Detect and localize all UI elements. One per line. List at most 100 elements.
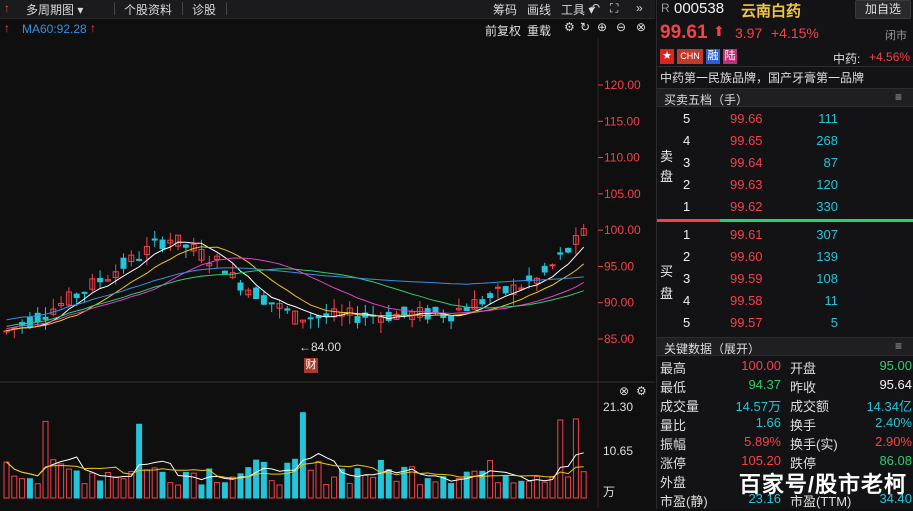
close-icon[interactable]: ⊗ (636, 20, 647, 34)
kline-chart-area[interactable]: 120.00 115.00 110.00 105.00 100.00 95.00 90.00… (0, 38, 655, 508)
fullscreen-icon[interactable]: ⛶ (610, 1, 619, 15)
price-tick-label: 85.00 (604, 332, 634, 346)
volume-bar (518, 480, 525, 499)
volume-bar (284, 462, 291, 499)
keydata-row: 最高 100.00 开盘 95.00 (657, 356, 913, 376)
candle-body (89, 278, 96, 290)
candle-body (73, 293, 80, 299)
order-volume: 11 (824, 293, 839, 308)
keydata-value: 94.37 (748, 377, 781, 392)
orderbook-header[interactable]: 买卖五档（手） ≡ (657, 88, 913, 107)
volume-bar (401, 466, 408, 499)
price-tick-label: 105.00 (604, 187, 641, 201)
menu-icon[interactable]: ≡ (895, 339, 903, 353)
order-volume: 139 (816, 249, 838, 264)
order-price: 99.62 (730, 199, 763, 214)
candle-body (214, 255, 221, 260)
period-selector[interactable]: 多周期图 ▾ (26, 3, 84, 17)
volume-bar (19, 478, 26, 499)
price-change-pct: +4.15% (771, 25, 819, 41)
keydata-label: 昨收 (790, 380, 817, 395)
ask-row-4[interactable]: 4 99.65 268 (657, 130, 913, 152)
draw-line-button[interactable]: 画线 (527, 3, 552, 17)
volume-bar (3, 461, 10, 499)
candle-body (455, 307, 462, 311)
finance-badge[interactable]: 财 (304, 358, 318, 373)
volume-tick-label: 万 (603, 485, 615, 499)
candle-body (229, 272, 236, 278)
up-arrow-icon: ↑ (4, 1, 10, 15)
bid-row-5[interactable]: 5 99.57 5 (657, 312, 913, 334)
ask-row-5[interactable]: 5 99.66 111 (657, 108, 913, 130)
ask-row-3[interactable]: 3 99.64 87 (657, 152, 913, 174)
candle-body (385, 311, 392, 321)
volume-bar (494, 482, 501, 499)
volume-bar (541, 481, 548, 499)
stock-info-button[interactable]: 个股资料 (124, 3, 173, 17)
collapse-panel-icon[interactable]: » (636, 1, 643, 15)
candle-body (206, 263, 213, 267)
order-volume: 5 (830, 315, 838, 330)
price-tick-label: 90.00 (604, 296, 634, 310)
keydata-value: 105.20 (741, 453, 781, 468)
settings-icon[interactable]: ⚙ (564, 20, 575, 34)
bid-row-1[interactable]: 1 99.61 307 (657, 224, 913, 246)
keydata-value: 100.00 (741, 358, 781, 373)
candle-body (198, 249, 205, 261)
add-watchlist-button[interactable]: 加自选 (855, 0, 911, 19)
sector-label[interactable]: 中药: (833, 52, 861, 66)
volume-bar (299, 412, 306, 499)
volume-bar (448, 483, 455, 499)
chn-badge: CHN (677, 49, 703, 64)
candle-body (237, 282, 244, 291)
chips-button[interactable]: 筹码 (493, 3, 518, 17)
candle-body (541, 265, 548, 273)
volume-bar (229, 476, 236, 499)
level: 3 (683, 155, 691, 170)
volume-bar (370, 476, 377, 499)
ask-row-1[interactable]: 1 99.62 330 (657, 196, 913, 218)
order-price: 99.64 (730, 155, 763, 170)
bid-row-3[interactable]: 3 99.59 108 (657, 268, 913, 290)
candle-body (354, 316, 361, 323)
price-tick-label: 95.00 (604, 259, 634, 273)
volume-bar (526, 480, 533, 499)
volume-tick-label: 10.65 (603, 444, 633, 458)
candle-body (315, 315, 322, 319)
zoom-in-icon[interactable]: ⊕ (597, 20, 608, 34)
order-volume: 108 (816, 271, 838, 286)
zoom-out-icon[interactable]: ⊖ (616, 20, 627, 34)
volume-bar (245, 467, 252, 499)
quote-panel: R 000538 云南白药 加自选 99.61 ⬆ 3.97 +4.15% 闭市… (656, 0, 913, 509)
keydata-header[interactable]: 关键数据（展开） ≡ (657, 337, 913, 356)
volume-bar (338, 468, 345, 499)
price-tick-label: 100.00 (604, 223, 641, 237)
menu-icon[interactable]: ≡ (895, 90, 903, 104)
close-volume-icon[interactable]: ⊗ (619, 384, 630, 398)
bid-row-4[interactable]: 4 99.58 11 (657, 290, 913, 312)
volume-bar (354, 468, 361, 499)
volume-bar (393, 480, 400, 499)
keydata-row: 成交量 14.57万 成交额 14.34亿 (657, 394, 913, 414)
keydata-value: 2.90% (875, 434, 912, 449)
order-price: 99.60 (730, 249, 763, 264)
ma60-label: MA60:92.28 (22, 22, 87, 36)
overlay-button[interactable]: 重载 (527, 24, 552, 38)
refresh-icon[interactable]: ↻ (580, 20, 591, 34)
volume-tick-label: 21.30 (603, 400, 633, 414)
level: 5 (683, 315, 691, 330)
volume-bar (198, 484, 205, 499)
price-up-icon: ⬆ (713, 23, 725, 39)
tools-menu[interactable]: 工具 ▾ (561, 3, 595, 17)
adjust-button[interactable]: 前复权 (485, 24, 522, 38)
order-price: 99.66 (730, 111, 763, 126)
undo-icon[interactable]: ↶ (590, 1, 601, 15)
bid-row-2[interactable]: 2 99.60 139 (657, 246, 913, 268)
ask-row-2[interactable]: 2 99.63 120 (657, 174, 913, 196)
ma60-line (6, 267, 584, 321)
volume-settings-icon[interactable]: ⚙ (636, 384, 647, 398)
order-price: 99.58 (730, 293, 763, 308)
keydata-row: 涨停 105.20 跌停 86.08 (657, 451, 913, 471)
diagnose-button[interactable]: 诊股 (192, 3, 217, 17)
keydata-value: 23.16 (748, 491, 781, 506)
